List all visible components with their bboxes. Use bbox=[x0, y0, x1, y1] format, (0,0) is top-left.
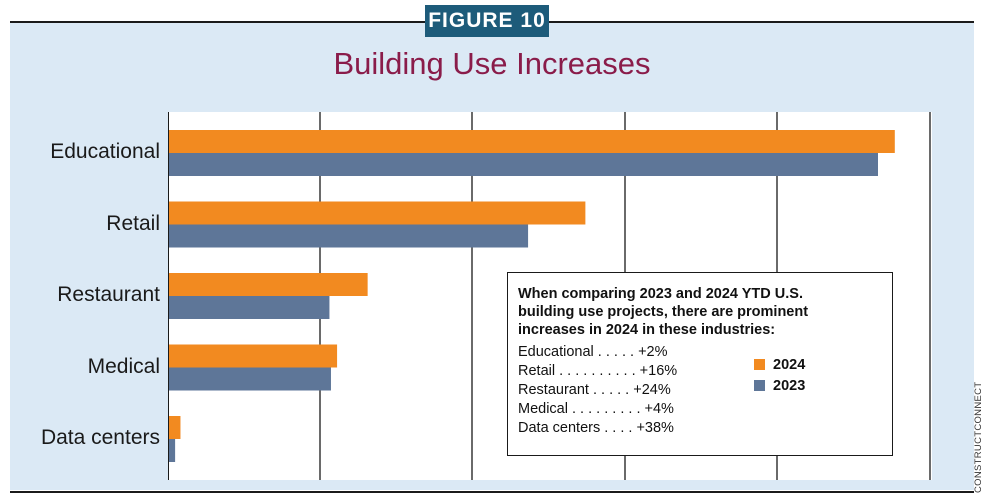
bar-chart bbox=[168, 112, 931, 480]
legend-item-2024: 2024 bbox=[754, 354, 805, 375]
callout-item: Educational . . . . . +2% bbox=[518, 344, 668, 360]
bar-2023-medical bbox=[169, 367, 331, 391]
legend-swatch-2023 bbox=[754, 380, 765, 391]
figure-badge: FIGURE 10 bbox=[425, 5, 549, 37]
bar-2023-data-centers bbox=[169, 439, 176, 462]
bar-2024-data-centers bbox=[169, 416, 181, 439]
bar-2024-restaurant bbox=[169, 273, 368, 296]
legend-label: 2023 bbox=[773, 377, 806, 394]
category-label: Data centers bbox=[40, 426, 160, 449]
legend-label: 2024 bbox=[773, 356, 806, 373]
callout-heading: When comparing 2023 and 2024 YTD U.S. bu… bbox=[518, 286, 809, 338]
legend: 2024 2023 bbox=[754, 354, 805, 396]
bottom-rule bbox=[10, 491, 974, 493]
category-label: Medical bbox=[87, 354, 160, 378]
category-label: Retail bbox=[106, 211, 160, 235]
callout-list: Educational . . . . . +2% Retail . . . .… bbox=[518, 343, 882, 438]
legend-swatch-2024 bbox=[754, 359, 765, 370]
legend-item-2023: 2023 bbox=[754, 375, 805, 396]
callout-item: Medical . . . . . . . . . +4% bbox=[518, 401, 674, 417]
bar-2023-retail bbox=[169, 224, 529, 248]
callout-item: Data centers . . . . +38% bbox=[518, 420, 674, 436]
category-label: Restaurant bbox=[57, 283, 160, 306]
category-label: Educational bbox=[50, 140, 160, 163]
bar-2024-medical bbox=[169, 344, 338, 368]
callout-item: Restaurant . . . . . +24% bbox=[518, 382, 671, 398]
callout-box: When comparing 2023 and 2024 YTD U.S. bu… bbox=[507, 272, 893, 456]
bar-2023-restaurant bbox=[169, 296, 330, 319]
bar-2024-educational bbox=[169, 130, 895, 153]
bar-2023-educational bbox=[169, 153, 878, 176]
callout-item: Retail . . . . . . . . . . +16% bbox=[518, 363, 678, 379]
chart-title: Building Use Increases bbox=[333, 46, 651, 81]
source-credit: CONSTRUCTCONNECT bbox=[973, 381, 984, 493]
bar-2024-retail bbox=[169, 201, 586, 225]
